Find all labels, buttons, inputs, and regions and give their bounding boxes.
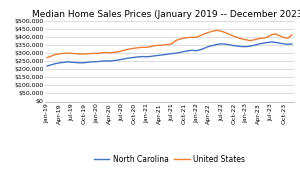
United States	[124, 49, 128, 51]
North Carolina	[199, 49, 202, 51]
North Carolina	[128, 57, 132, 59]
Line: North Carolina: North Carolina	[47, 42, 292, 66]
Title: Median Home Sales Prices (January 2019 -- December 2023): Median Home Sales Prices (January 2019 -…	[32, 10, 300, 19]
Legend: North Carolina, United States: North Carolina, United States	[91, 152, 248, 167]
United States	[128, 48, 132, 50]
United States	[215, 29, 219, 31]
United States	[107, 52, 111, 54]
North Carolina	[269, 41, 273, 43]
North Carolina	[290, 43, 294, 45]
Line: United States: United States	[47, 30, 292, 58]
United States	[116, 51, 119, 53]
North Carolina	[124, 57, 128, 60]
United States	[290, 34, 294, 36]
North Carolina	[45, 65, 49, 67]
United States	[199, 34, 202, 37]
United States	[45, 57, 49, 59]
North Carolina	[116, 59, 119, 61]
North Carolina	[87, 61, 90, 63]
North Carolina	[107, 60, 111, 62]
United States	[87, 53, 90, 55]
